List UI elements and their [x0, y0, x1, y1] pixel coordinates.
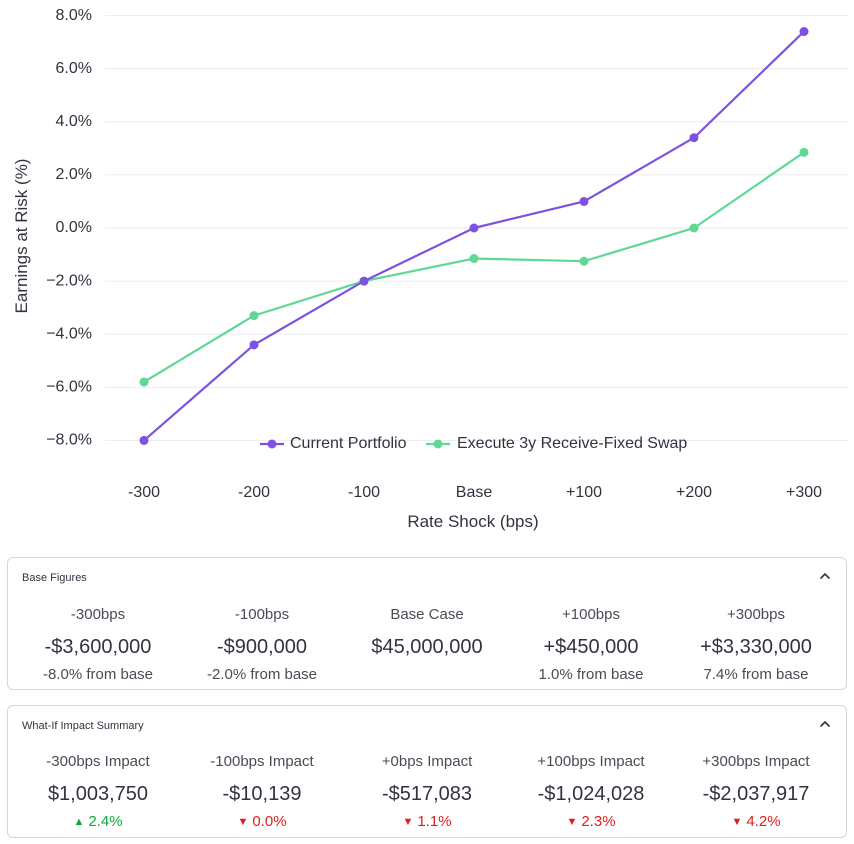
x-tick-label: Base: [456, 484, 493, 501]
metric-delta: -8.0% from base: [42, 666, 154, 683]
metric-delta: ▲ 2.4%: [73, 813, 123, 830]
series-line: [143, 30, 805, 442]
y-axis-title: Earnings at Risk (%): [12, 159, 31, 314]
metric-label: -300bps: [70, 606, 126, 623]
metric-value: +$450,000: [543, 636, 639, 658]
line-chart: 8.0% 6.0% 4.0% 2.0% 0.0% −2.0% −4.0% −6.0% −8.0%…: [12, 7, 848, 531]
metric-value: -$517,083: [381, 783, 473, 805]
data-point: [799, 147, 809, 157]
impact-minus300: -300bps Impact $1,003,750 ▲ 2.4%: [16, 752, 180, 832]
base-figures-panel: Base Figures -300bps -$3,600,000 -8.0% f…: [7, 557, 847, 690]
data-point: [579, 196, 589, 206]
y-tick-label: 2.0%: [56, 166, 92, 183]
impact-plus300: +300bps Impact -$2,037,917 ▼ 4.2%: [674, 752, 838, 832]
x-tick-label: +300: [786, 484, 822, 501]
metric-delta: ▼ 2.3%: [566, 813, 616, 830]
x-tick-label: +200: [676, 484, 712, 501]
metric-value: -$2,037,917: [702, 783, 810, 805]
data-point: [469, 254, 479, 264]
metric-label: +100bps Impact: [537, 753, 645, 770]
earnings-at-risk-chart: 8.0% 6.0% 4.0% 2.0% 0.0% −2.0% −4.0% −6.0% −8.0%…: [12, 7, 848, 531]
triangle-up-icon: ▲: [73, 816, 85, 828]
base-figures-title: Base Figures: [22, 572, 87, 584]
metric-minus100: -100bps -$900,000 -2.0% from base: [180, 605, 344, 685]
legend-marker: [267, 439, 277, 449]
y-tick-label: −2.0%: [46, 272, 92, 289]
x-tick-label: -200: [238, 484, 270, 501]
metric-delta: 1.0% from base: [538, 666, 644, 683]
y-tick-label: 8.0%: [56, 7, 92, 24]
impact-minus100: -100bps Impact -$10,139 ▼ 0.0%: [180, 752, 344, 832]
data-point: [579, 256, 589, 266]
metric-value: $1,003,750: [47, 783, 149, 805]
triangle-down-icon: ▼: [566, 816, 578, 828]
metric-delta: 7.4% from base: [703, 666, 809, 683]
data-point: [249, 311, 259, 321]
data-point: [249, 340, 259, 350]
metric-delta: ▼ 4.2%: [731, 813, 781, 830]
metric-delta: ▼ 1.1%: [402, 813, 452, 830]
metric-value: -$10,139: [222, 783, 302, 805]
data-point: [689, 223, 699, 233]
data-point: [139, 435, 149, 445]
whatif-title: What-If Impact Summary: [22, 720, 144, 732]
x-tick-label: -300: [128, 484, 160, 501]
metric-label: Base Case: [390, 606, 464, 623]
y-tick-label: 6.0%: [56, 60, 92, 77]
metric-label: -300bps Impact: [46, 753, 150, 770]
x-tick-label: -100: [348, 484, 380, 501]
y-tick-label: −6.0%: [46, 379, 92, 396]
data-point: [469, 223, 479, 233]
legend-marker: [433, 439, 443, 449]
data-point: [689, 133, 699, 143]
metric-value: +$3,330,000: [700, 636, 812, 658]
metric-label: +300bps: [727, 606, 785, 623]
metric-base-case: Base Case $45,000,000: [345, 605, 509, 685]
metric-value: -$900,000: [216, 636, 308, 658]
metric-value: -$3,600,000: [44, 636, 152, 658]
metric-delta: -2.0% from base: [206, 666, 318, 683]
y-tick-label: 0.0%: [56, 219, 92, 236]
data-point: [799, 27, 809, 37]
chevron-up-icon[interactable]: [818, 717, 832, 731]
metric-plus100: +100bps +$450,000 1.0% from base: [509, 605, 673, 685]
impact-plus0: +0bps Impact -$517,083 ▼ 1.1%: [345, 752, 509, 832]
metric-value: -$1,024,028: [537, 783, 645, 805]
data-point: [359, 276, 369, 286]
metric-label: -100bps: [234, 606, 290, 623]
metric-label: -100bps Impact: [210, 753, 314, 770]
y-tick-label: −4.0%: [46, 325, 92, 342]
metric-label: +300bps Impact: [702, 753, 810, 770]
triangle-down-icon: ▼: [731, 816, 743, 828]
metric-minus300: -300bps -$3,600,000 -8.0% from base: [16, 605, 180, 685]
triangle-down-icon: ▼: [237, 816, 249, 828]
metric-label: +100bps: [562, 606, 620, 623]
legend-label: Current Portfolio: [290, 435, 407, 452]
whatif-impact-panel: What-If Impact Summary -300bps Impact $1…: [7, 705, 847, 838]
triangle-down-icon: ▼: [402, 816, 414, 828]
y-tick-label: 4.0%: [56, 113, 92, 130]
metric-value: $45,000,000: [371, 636, 483, 658]
metric-plus300: +300bps +$3,330,000 7.4% from base: [674, 605, 838, 685]
impact-plus100: +100bps Impact -$1,024,028 ▼ 2.3%: [509, 752, 673, 832]
chevron-up-icon[interactable]: [818, 569, 832, 583]
metric-delta: ▼ 0.0%: [237, 813, 287, 830]
x-axis-title: Rate Shock (bps): [407, 512, 538, 531]
legend-label: Execute 3y Receive-Fixed Swap: [457, 435, 687, 452]
metric-label: +0bps Impact: [381, 753, 473, 770]
metric-delta: [345, 665, 509, 685]
data-point: [139, 377, 149, 387]
y-tick-label: −8.0%: [46, 432, 92, 449]
series-line: [143, 151, 805, 383]
x-tick-label: +100: [566, 484, 602, 501]
